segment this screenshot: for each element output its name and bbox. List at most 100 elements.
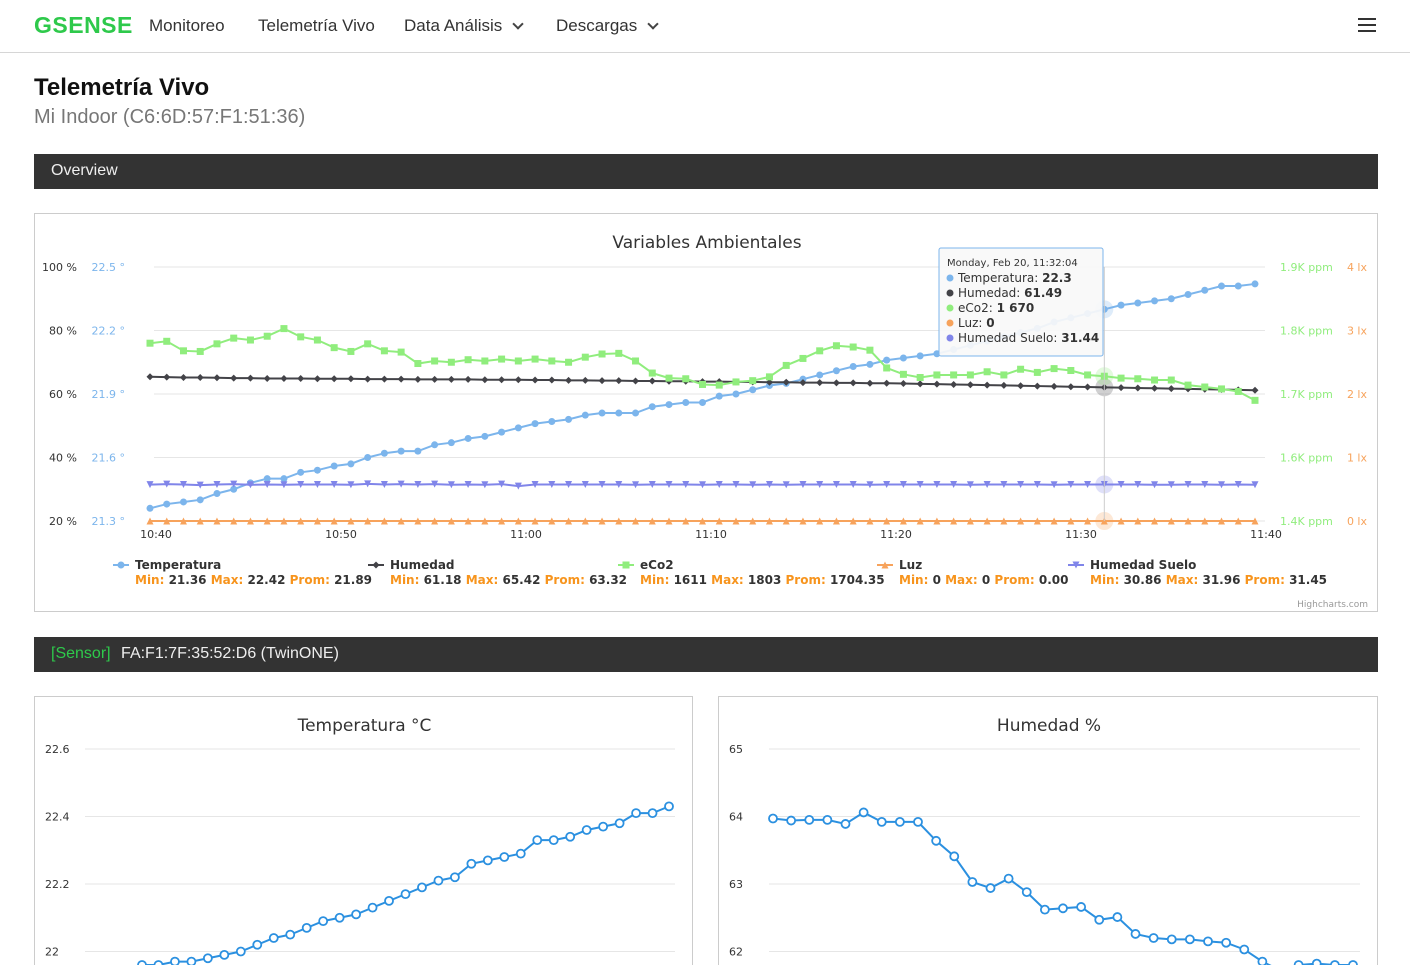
data-point (414, 360, 422, 368)
data-point (364, 517, 372, 525)
data-point (983, 381, 991, 389)
nav-item-monitoreo[interactable]: Monitoreo (149, 16, 225, 36)
data-point (715, 480, 723, 488)
hamburger-menu-icon[interactable] (1358, 18, 1376, 32)
data-point (1148, 933, 1159, 943)
tooltip-row-label: Luz: (958, 316, 986, 330)
data-point (297, 468, 305, 476)
data-point (849, 517, 857, 525)
data-point (933, 517, 941, 525)
data-point (983, 480, 991, 488)
data-point (966, 381, 974, 389)
temperatura-chart[interactable]: Temperatura °C 22.6 22.4 22.2 22 (35, 697, 694, 965)
data-point (1203, 936, 1213, 947)
legend-stat-part: 31.45 (1289, 573, 1327, 587)
data-point (849, 480, 857, 488)
data-point (235, 946, 246, 957)
data-point (1251, 386, 1259, 394)
data-point (768, 813, 778, 824)
data-point (213, 374, 221, 382)
data-point (1167, 385, 1175, 393)
y-tick-label: 64 (729, 811, 743, 824)
data-point (481, 432, 489, 440)
data-point (699, 481, 706, 489)
data-point (464, 480, 472, 488)
data-point (351, 909, 361, 920)
data-point (715, 517, 723, 525)
data-point (397, 480, 405, 488)
data-point (799, 379, 807, 387)
data-point (648, 377, 656, 385)
data-point (213, 489, 221, 497)
data-point (832, 379, 840, 387)
data-point (933, 480, 941, 488)
data-point (313, 517, 321, 525)
tooltip-row: Humedad: 61.49 (958, 286, 1062, 300)
data-point (481, 481, 489, 489)
nav-item-telemetria-vivo[interactable]: Telemetría Vivo (258, 16, 375, 36)
humedad-chart-panel: Humedad % 65 64 63 62 (718, 696, 1378, 965)
legend-stats: Min: 0 Max: 0 Prom: 0.00 (899, 573, 1068, 587)
legend-stat-part: 1704.35 (830, 573, 885, 587)
data-point (498, 480, 506, 488)
data-point (417, 882, 427, 893)
data-point (230, 374, 238, 382)
data-point (916, 373, 924, 381)
tooltip-row-value: 61.49 (1024, 286, 1062, 300)
data-point (447, 481, 455, 489)
data-point (715, 381, 723, 389)
data-point (498, 428, 506, 436)
data-point (950, 371, 958, 379)
data-point (983, 368, 991, 376)
y-tick-label-lx: 4 lx (1347, 261, 1368, 274)
data-point (1184, 291, 1192, 299)
data-point (1257, 956, 1268, 965)
data-point (196, 496, 204, 504)
data-point (1017, 365, 1025, 373)
data-point (665, 401, 673, 409)
nav-item-data-analisis[interactable]: Data Análisis (404, 16, 524, 36)
data-point (648, 403, 656, 411)
y-tick-label: 63 (729, 878, 743, 891)
data-point (849, 379, 857, 387)
data-point (163, 517, 171, 525)
brand-logo[interactable]: GSENSE (34, 12, 133, 38)
data-point (447, 517, 455, 525)
legend-label: eCo2 (640, 558, 674, 572)
data-point (246, 336, 254, 344)
data-point (186, 956, 197, 965)
data-point (498, 376, 506, 384)
data-point (1218, 517, 1226, 525)
data-point (615, 377, 623, 385)
tooltip-row-value: 31.44 (1061, 331, 1099, 345)
data-point (682, 480, 690, 488)
data-point (548, 376, 556, 384)
legend-symbol-marker (117, 561, 125, 569)
variables-ambientales-chart[interactable]: Variables Ambientales 100 % 22.5 ° 1.9K ppm… (35, 214, 1379, 613)
data-point (1184, 381, 1192, 389)
data-point (1050, 517, 1058, 525)
data-point (632, 517, 640, 525)
data-point (732, 517, 740, 525)
data-point (397, 375, 405, 383)
data-point (179, 347, 187, 355)
legend-stats: Min: 30.86 Max: 31.96 Prom: 31.45 (1090, 573, 1327, 587)
legend-stats: Min: 61.18 Max: 65.42 Prom: 63.32 (390, 573, 627, 587)
data-point (1167, 295, 1175, 303)
y-tick-label: 22.6 (45, 743, 70, 756)
nav-item-descargas[interactable]: Descargas (556, 16, 659, 36)
data-point (330, 344, 338, 352)
humedad-chart[interactable]: Humedad % 65 64 63 62 (719, 697, 1379, 965)
data-point (1117, 517, 1125, 525)
data-point (397, 348, 405, 356)
tooltip-bullet (946, 289, 954, 297)
data-point (816, 371, 824, 379)
data-point (280, 481, 288, 489)
data-point (615, 409, 623, 417)
data-point (715, 392, 723, 400)
